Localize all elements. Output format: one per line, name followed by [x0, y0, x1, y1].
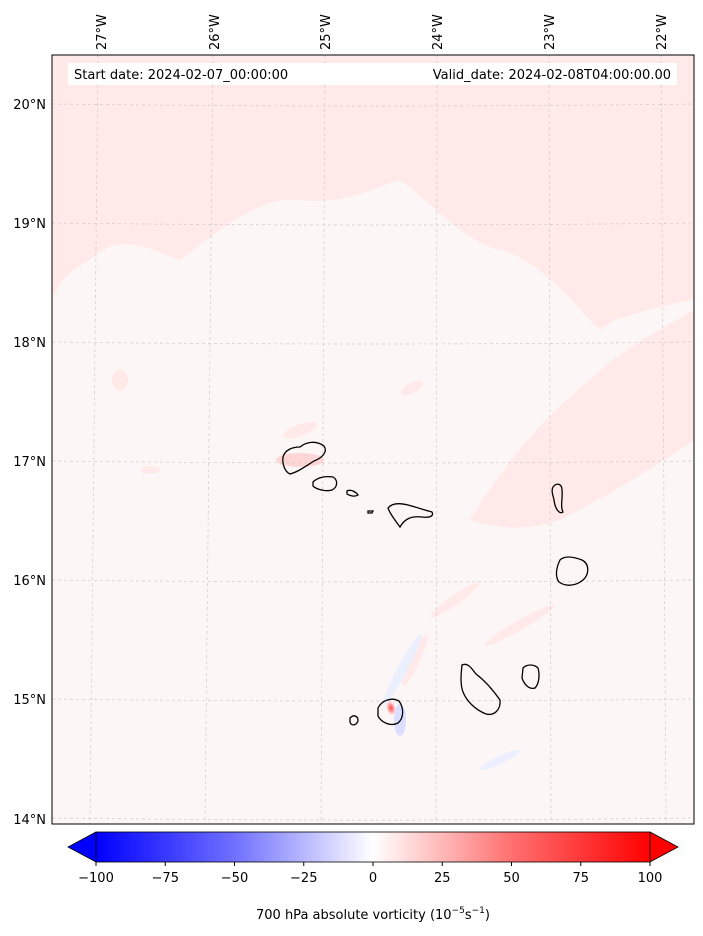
island-sao-nicolau — [387, 503, 434, 529]
lon-tick-27w: 27°W — [95, 14, 110, 50]
colorbar-tick-label: −25 — [290, 871, 317, 886]
island-fogo — [377, 698, 404, 726]
lat-tick-labels: 20°N 19°N 18°N 17°N 16°N 15°N 14°N — [13, 98, 46, 828]
island-maio — [521, 664, 540, 690]
colorbar-tick-label: −75 — [152, 871, 179, 886]
lat-tick-17n: 17°N — [13, 455, 46, 470]
lon-tick-26w: 26°W — [208, 14, 223, 50]
colorbar-label: 700 hPa absolute vorticity (10−5s−1) — [256, 906, 490, 923]
island-santiago — [460, 663, 501, 716]
lat-tick-14n: 14°N — [13, 813, 46, 828]
colorbar-low-extend — [67, 831, 97, 863]
lon-tick-23w: 23°W — [543, 14, 558, 50]
lat-tick-18n: 18°N — [13, 336, 46, 351]
colorbar-tick-label: 0 — [369, 871, 377, 886]
lon-tick-labels: 27°W 26°W 25°W 24°W 23°W 22°W — [95, 14, 670, 50]
colorbar-tick-label: −100 — [78, 871, 114, 886]
map-panel: Start date: 2024-02-07_00:00:00 Valid_da… — [52, 55, 694, 824]
start-date-label: Start date: 2024-02-07_00:00:00 — [74, 68, 288, 83]
colorbar-tick-label: 100 — [638, 871, 663, 886]
lat-tick-20n: 20°N — [13, 98, 46, 113]
graticule — [52, 55, 694, 824]
colorbar-high-extend — [649, 831, 679, 863]
island-sal — [551, 483, 564, 514]
colorbar-tick-label: 50 — [503, 871, 520, 886]
colorbar-tick-label: 25 — [434, 871, 451, 886]
header-box — [68, 63, 677, 85]
vorticity-maximum — [385, 700, 397, 716]
lon-tick-22w: 22°W — [655, 14, 670, 50]
lat-tick-19n: 19°N — [13, 217, 46, 232]
island-santa-luzia — [346, 489, 359, 497]
island-brava — [349, 715, 359, 726]
island-ilheu — [367, 510, 375, 514]
valid-date-label: Valid_date: 2024-02-08T04:00:00.00 — [433, 68, 671, 83]
map-frame — [51, 54, 695, 825]
island-sao-vicente — [312, 476, 338, 492]
lon-tick-24w: 24°W — [431, 14, 446, 50]
colorbar: −100 −75 −50 −25 0 25 50 75 100 700 hPa absolute… — [67, 831, 679, 923]
island-boa-vista — [555, 556, 589, 586]
lon-tick-25w: 25°W — [319, 14, 334, 50]
lat-tick-16n: 16°N — [13, 574, 46, 589]
coastlines — [282, 441, 589, 726]
island-santo-antao — [282, 441, 326, 475]
colorbar-tick-label: 75 — [572, 871, 589, 886]
colorbar-bar — [95, 831, 651, 863]
colorbar-tick-label: −50 — [221, 871, 248, 886]
colorbar-ticks: −100 −75 −50 −25 0 25 50 75 100 — [78, 862, 662, 886]
lat-tick-15n: 15°N — [13, 693, 46, 708]
